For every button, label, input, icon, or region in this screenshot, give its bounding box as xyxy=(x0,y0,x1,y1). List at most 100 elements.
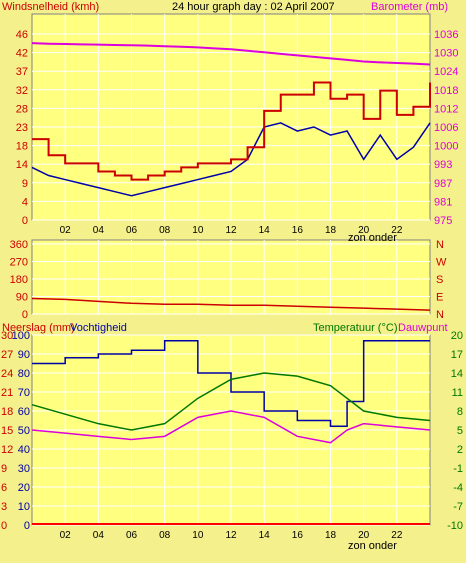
x-tick-label-top: 12 xyxy=(225,225,237,236)
barometer-axis-title: Barometer (mb) xyxy=(371,1,448,13)
chart-title: 24 hour graph day : 02 April 2007 xyxy=(172,1,335,13)
wind-speed-tick-label: 23 xyxy=(16,122,28,134)
sunset-label-top: zon onder xyxy=(348,232,397,244)
x-tick-label-top: 22 xyxy=(391,225,403,236)
rain-axis-title: Neerslag (mm) xyxy=(2,322,75,334)
humidity-tick-label: 60 xyxy=(18,406,30,418)
temperature-tick-label: 17 xyxy=(451,349,463,361)
wind-speed-tick-label: 28 xyxy=(16,103,28,115)
wind-direction-line xyxy=(31,297,431,311)
barometer-tick-label: 1024 xyxy=(434,66,458,78)
x-tick-label-top: 20 xyxy=(358,225,370,236)
x-tick-label-bottom: 18 xyxy=(325,530,337,541)
grid-lines xyxy=(32,14,430,526)
barometer-tick-label: 1006 xyxy=(434,122,458,134)
humidity-tick-label: 40 xyxy=(18,444,30,456)
humidity-tick-label: 90 xyxy=(18,349,30,361)
rain-tick-label: 30 xyxy=(1,330,13,342)
temperature-axis-title: Temperatuur (°C) xyxy=(313,322,397,334)
rain-tick-label: 27 xyxy=(1,349,13,361)
humidity-axis-title: Vochtigheid xyxy=(70,322,127,334)
dewpoint-line xyxy=(31,410,431,444)
wind-direction-tick-label: 0 xyxy=(22,309,28,321)
temperature-tick-label: 20 xyxy=(451,330,463,342)
x-tick-label-bottom: 06 xyxy=(126,530,138,541)
x-tick-label-top: 08 xyxy=(159,225,171,236)
barometer-tick-label: 993 xyxy=(434,159,452,171)
barometer-tick-label: 981 xyxy=(434,196,452,208)
x-tick-label-top: 04 xyxy=(93,225,105,236)
temperature-tick-label: 14 xyxy=(451,368,463,380)
humidity-tick-label: 30 xyxy=(18,463,30,475)
x-tick-label-bottom: 12 xyxy=(225,530,237,541)
barometer-tick-label: 1036 xyxy=(434,29,458,41)
rain-tick-label: 12 xyxy=(1,444,13,456)
wind-direction-tick-label: 360 xyxy=(10,239,28,251)
rain-tick-label: 18 xyxy=(1,406,13,418)
compass-tick-label: N xyxy=(436,239,444,251)
x-tick-label-bottom: 08 xyxy=(159,530,171,541)
humidity-tick-label: 20 xyxy=(18,482,30,494)
barometer-tick-label: 975 xyxy=(434,215,452,227)
wind-speed-tick-label: 18 xyxy=(16,141,28,153)
rain-tick-label: 0 xyxy=(1,520,7,532)
temperature-tick-label: 8 xyxy=(457,406,463,418)
tick-labels: 0202040406060808101012121414161618182020… xyxy=(1,29,463,541)
barometer-tick-label: 1030 xyxy=(434,48,458,60)
barometer-tick-label: 1018 xyxy=(434,85,458,97)
x-tick-label-top: 16 xyxy=(292,225,304,236)
barometer-tick-label: 1000 xyxy=(434,141,458,153)
x-tick-label-bottom: 20 xyxy=(358,530,370,541)
barometer-tick-label: 987 xyxy=(434,178,452,190)
sunset-label-bottom: zon onder xyxy=(348,540,397,552)
wind-speed-tick-label: 46 xyxy=(16,29,28,41)
temperature-tick-label: -7 xyxy=(453,501,463,513)
x-tick-label-bottom: 10 xyxy=(192,530,204,541)
x-tick-label-top: 14 xyxy=(259,225,271,236)
wind-speed-tick-label: 0 xyxy=(22,215,28,227)
humidity-tick-label: 50 xyxy=(18,425,30,437)
wind-speed-tick-label: 14 xyxy=(16,159,28,171)
temperature-line xyxy=(31,372,431,431)
temperature-tick-label: -4 xyxy=(453,482,463,494)
wind-direction-tick-label: 270 xyxy=(10,257,28,269)
humidity-tick-label: 70 xyxy=(18,387,30,399)
rain-tick-label: 21 xyxy=(1,387,13,399)
compass-tick-label: S xyxy=(436,274,443,286)
humidity-tick-label: 0 xyxy=(24,520,30,532)
temperature-tick-label: 5 xyxy=(457,425,463,437)
x-tick-label-top: 02 xyxy=(60,225,72,236)
x-tick-label-bottom: 14 xyxy=(259,530,271,541)
wind-speed-tick-label: 4 xyxy=(22,196,28,208)
temperature-tick-label: -1 xyxy=(453,463,463,475)
x-tick-label-bottom: 04 xyxy=(93,530,105,541)
rain-tick-label: 6 xyxy=(1,482,7,494)
compass-tick-label: W xyxy=(436,257,447,269)
rain-tick-label: 15 xyxy=(1,425,13,437)
temperature-tick-label: 2 xyxy=(457,444,463,456)
series-lines xyxy=(31,42,431,525)
compass-tick-label: E xyxy=(436,292,443,304)
barometer-line xyxy=(31,42,431,66)
wind-direction-tick-label: 180 xyxy=(10,274,28,286)
x-tick-label-bottom: 02 xyxy=(60,530,72,541)
wind-speed-tick-label: 9 xyxy=(22,178,28,190)
wind-average-line xyxy=(31,122,431,197)
humidity-line xyxy=(32,339,430,427)
rain-tick-label: 3 xyxy=(1,501,7,513)
humidity-tick-label: 10 xyxy=(18,501,30,513)
x-tick-label-top: 06 xyxy=(126,225,138,236)
x-tick-label-bottom: 16 xyxy=(292,530,304,541)
humidity-tick-label: 100 xyxy=(12,330,30,342)
barometer-tick-label: 1012 xyxy=(434,103,458,115)
wind-direction-tick-label: 90 xyxy=(16,292,28,304)
dewpoint-axis-title: Dauwpunt xyxy=(398,322,448,334)
x-tick-label-top: 10 xyxy=(192,225,204,236)
x-tick-label-bottom: 22 xyxy=(391,530,403,541)
temperature-tick-label: 11 xyxy=(452,387,463,399)
rain-tick-label: 24 xyxy=(1,368,13,380)
wind-speed-tick-label: 32 xyxy=(16,85,28,97)
temperature-tick-label: -10 xyxy=(447,520,463,532)
